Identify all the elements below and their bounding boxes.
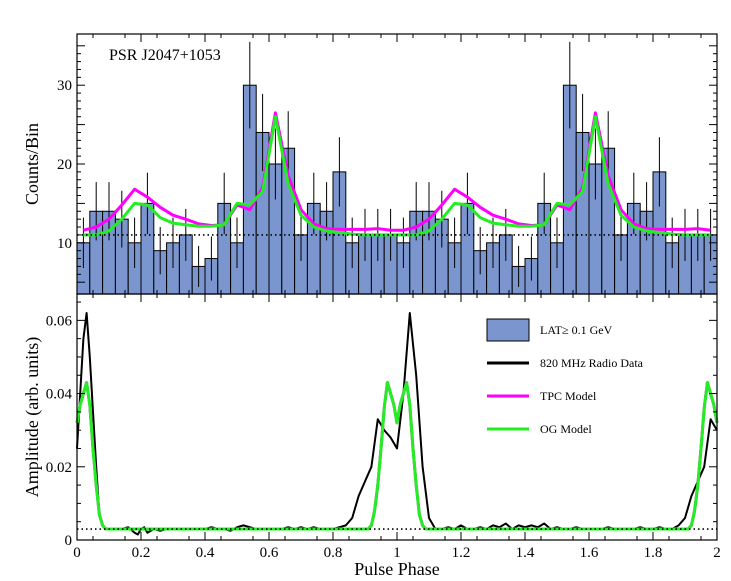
x-tick-label: 1.2: [452, 545, 471, 561]
x-tick-label: 2: [713, 545, 721, 561]
bottom-series-og-model: [75, 381, 719, 531]
bottom-panel-amplitude-profile: 0 0.02 0.04 0.06 0 0.2 0.4 0.6 0.8 1 1.2 1.4 1.6 1.8 2…: [22, 293, 721, 579]
x-tick-label: 0.8: [324, 545, 343, 561]
y-tick-label: 0.02: [46, 460, 72, 476]
profile-curves: [75, 312, 719, 536]
top-panel-counts-histogram: 10 20 30 PSR J2047+1053 Counts/Bin: [22, 33, 718, 295]
x-tick-label: 0.6: [260, 545, 279, 561]
x-tick-label: 0.2: [132, 545, 151, 561]
legend-label: 820 MHz Radio Data: [540, 356, 644, 370]
x-tick-label: 1.8: [644, 545, 663, 561]
y-axis-title-amplitude: Amplitude (arb. units): [22, 337, 43, 497]
y-tick-label: 30: [57, 78, 72, 94]
legend: LAT≥ 0.1 GeV 820 MHz Radio Data TPC Model O…: [486, 318, 644, 436]
x-tick-label: 0.4: [196, 545, 215, 561]
y-tick-label: 20: [57, 157, 72, 173]
x-tick-label: 1.4: [516, 545, 535, 561]
y-tick-label: 0.04: [46, 387, 73, 403]
x-tick-label: 1.6: [580, 545, 599, 561]
y-tick-label: 0.06: [46, 313, 73, 329]
x-tick-label: 1: [393, 545, 401, 561]
top-series-tpc-model: [83, 111, 711, 232]
x-tick-label: 0: [73, 545, 81, 561]
top-axis-ticks: 10 20 30: [57, 34, 718, 294]
bottom-axis-ticks: 0 0.02 0.04 0.06 0 0.2 0.4 0.6 0.8 1 1.2 1.4 1.6 1.8 2: [46, 294, 721, 561]
model-curves: [83, 111, 711, 237]
legend-label: LAT≥ 0.1 GeV: [540, 323, 613, 337]
y-tick-label: 10: [57, 236, 72, 252]
legend-label: TPC Model: [540, 389, 597, 403]
y-axis-title-counts: Counts/Bin: [22, 123, 42, 205]
legend-swatch-box: [486, 318, 530, 342]
bottom-series-tpc-model: [75, 381, 719, 531]
y-tick-label: 0: [65, 533, 73, 549]
x-axis-title-pulse-phase: Pulse Phase: [354, 559, 440, 579]
legend-label: OG Model: [540, 422, 592, 436]
pulsar-name-label: PSR J2047+1053: [109, 47, 221, 64]
